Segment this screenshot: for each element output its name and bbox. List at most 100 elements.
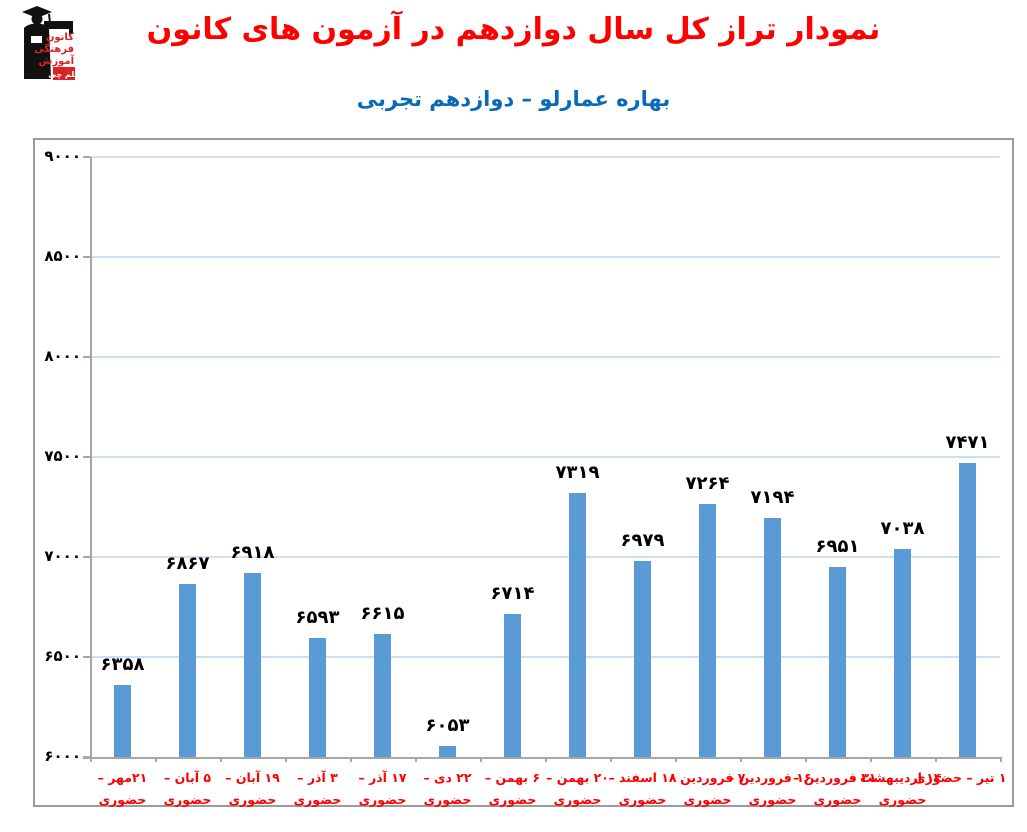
bar-value-label-9: ۶۹۷۹ (620, 530, 665, 552)
gridline-8000 (90, 356, 1000, 358)
bar-6 (439, 746, 456, 757)
bar-1 (114, 685, 131, 757)
y-axis-label-7500: ۷۵۰۰ (44, 447, 81, 465)
category-mode: حضوری (813, 792, 862, 807)
category-mode: حضوری (98, 792, 147, 807)
gridline-7500 (90, 456, 1000, 458)
category-mode: حضوری (293, 792, 342, 807)
chart-title: نمودار تراز کل سال دوازدهم در آزمون های … (146, 12, 881, 47)
x-tick-0 (90, 757, 92, 762)
category-mode: حضوری (748, 792, 797, 807)
bar-value-label-10: ۷۲۶۴ (685, 473, 730, 495)
bar-9 (634, 561, 651, 757)
bar-value-label-3: ۶۹۱۸ (230, 542, 275, 564)
y-axis-label-8000: ۸۰۰۰ (44, 347, 81, 365)
category-date: ۷ فروردین – (669, 770, 746, 785)
x-tick-7 (545, 757, 547, 762)
category-date: ۱۸ اسفند – (608, 770, 677, 785)
x-axis-category-label-7: ۶ بهمن – حضوری (474, 767, 552, 811)
bar-2 (179, 583, 196, 757)
category-mode: حضوری (228, 792, 277, 807)
bar-value-label-12: ۶۹۵۱ (815, 535, 860, 557)
y-axis-label-6500: ۶۵۰۰ (44, 647, 81, 665)
bar-7 (504, 614, 521, 757)
bar-12 (829, 566, 846, 757)
plot-area: ۹۰۰۰ ۸۵۰۰ ۸۰۰۰ ۷۵۰۰ ۷۰۰۰ ۶۵۰۰ ۶۰۰۰ ۶۳۵۸ ۲۱مهر – ح… (35, 140, 1012, 807)
x-tick-4 (350, 757, 352, 762)
y-tick-7500 (83, 456, 90, 458)
x-tick-14 (1000, 757, 1002, 762)
category-date: ۱۴ اردیبهشت – (849, 770, 942, 785)
category-date: ۵ آبان – (164, 770, 211, 785)
bar-value-label-5: ۶۶۱۵ (360, 603, 405, 624)
y-axis-label-9000: ۹۰۰۰ (44, 147, 81, 165)
bar-value-label-4: ۶۵۹۳ (295, 607, 340, 629)
x-axis-category-label-13: ۱۴ اردیبهشت – حضوری (849, 767, 942, 811)
y-tick-9000 (83, 156, 90, 158)
x-tick-9 (675, 757, 677, 762)
x-axis-category-label-8: ۲۰ بهمن – حضوری (539, 767, 617, 811)
graduate-icon: کانون فرهنگی آموزش قلم چی (22, 6, 80, 80)
category-date: ۲۰ بهمن – (546, 770, 609, 785)
bar-5 (374, 634, 391, 757)
bar-14 (959, 462, 976, 757)
bar-value-label-1: ۶۳۵۸ (100, 654, 145, 676)
bar-8 (569, 493, 586, 757)
x-tick-5 (415, 757, 417, 762)
y-axis-label-8500: ۸۵۰۰ (44, 247, 81, 265)
y-axis-label-7000: ۷۰۰۰ (44, 547, 81, 565)
x-axis-category-label-14: ۱ تیر – حضوری (914, 767, 1006, 789)
y-axis-label-6000: ۶۰۰۰ (44, 747, 81, 765)
x-tick-6 (480, 757, 482, 762)
bar-13 (894, 549, 911, 757)
bar-3 (244, 573, 261, 757)
logo-text-line2: فرهنگی (34, 42, 74, 55)
category-date: ۳ آذر – (297, 770, 338, 785)
x-axis-category-label-1: ۲۱مهر – حضوری (84, 767, 162, 811)
category-mode: حضوری (163, 792, 212, 807)
x-tick-8 (610, 757, 612, 762)
logo-badge: قلم چی (48, 70, 79, 79)
x-axis-category-label-2: ۵ آبان – حضوری (149, 767, 227, 811)
x-axis-line (83, 757, 1000, 759)
bar-value-label-6: ۶۰۵۳ (425, 715, 470, 737)
x-tick-1 (155, 757, 157, 762)
y-tick-8500 (83, 256, 90, 258)
x-axis-category-label-12: ۳۱ فروردین – حضوری (792, 767, 877, 811)
bar-value-label-13: ۷۰۳۸ (880, 518, 925, 540)
bar-value-label-11: ۷۱۹۴ (750, 487, 795, 509)
category-mode: حضوری (423, 792, 472, 807)
x-axis-category-label-5: ۱۷ آذر – حضوری (344, 767, 422, 811)
category-mode: حضوری (553, 792, 602, 807)
x-axis-category-label-6: ۲۲ دی – حضوری (409, 767, 487, 811)
y-axis-line (90, 157, 92, 762)
x-axis-category-label-11: ۱۶ فروردین – حضوری (727, 767, 812, 811)
category-mode: حضوری (488, 792, 537, 807)
kanoon-logo: کانون فرهنگی آموزش قلم چی (16, 4, 80, 80)
category-date: ۱۶ فروردین – (727, 770, 812, 785)
bar-value-label-7: ۶۷۱۴ (490, 583, 535, 605)
y-tick-8000 (83, 356, 90, 358)
y-tick-6000 (83, 756, 90, 758)
category-date: ۳۱ فروردین – (792, 770, 877, 785)
y-tick-7000 (83, 556, 90, 558)
x-tick-2 (220, 757, 222, 762)
gridline-7000 (90, 556, 1000, 558)
bar-10 (699, 504, 716, 757)
logo-text-line3: آموزش (39, 54, 75, 67)
x-axis-category-label-4: ۳ آذر – حضوری (279, 767, 357, 811)
chart-container: ۹۰۰۰ ۸۵۰۰ ۸۰۰۰ ۷۵۰۰ ۷۰۰۰ ۶۵۰۰ ۶۰۰۰ ۶۳۵۸ ۲۱مهر – ح… (33, 138, 1014, 807)
gridline-6500 (90, 656, 1000, 658)
bar-4 (309, 638, 326, 757)
x-tick-3 (285, 757, 287, 762)
y-tick-6500 (83, 656, 90, 658)
category-mode: حضوری (683, 792, 732, 807)
x-tick-13 (935, 757, 937, 762)
x-tick-11 (805, 757, 807, 762)
category-date: ۲۲ دی – (423, 770, 472, 785)
category-mode: حضوری (618, 792, 667, 807)
category-mode: حضوری (878, 792, 927, 807)
category-mode: حضوری (358, 792, 407, 807)
bar-11 (764, 518, 781, 757)
bar-value-label-8: ۷۳۱۹ (555, 462, 600, 484)
